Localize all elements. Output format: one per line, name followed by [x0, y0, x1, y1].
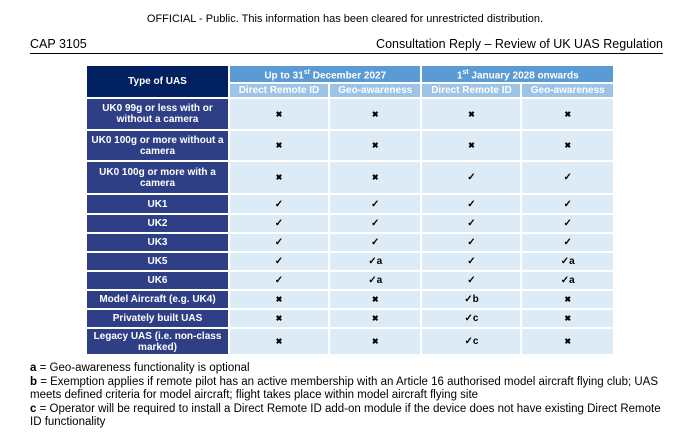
period-header: Up to 31st December 2027	[227, 64, 423, 84]
requirement-cell: ✖	[327, 129, 423, 162]
table-row: UK2 ✓ ✓ ✓ ✓	[85, 213, 615, 234]
subcol-header: Direct Remote ID	[228, 82, 330, 99]
uas-type: Model Aircraft (e.g. UK4)	[85, 289, 230, 310]
requirement-cell: ✖	[228, 97, 330, 131]
table-row: UK1 ✓ ✓ ✓ ✓	[85, 193, 615, 215]
corner-header: Type of UAS	[85, 64, 230, 99]
table-row: UK6 ✓ ✓a ✓ ✓a	[85, 270, 615, 291]
uas-type: UK0 100g or more without a camera	[85, 129, 230, 162]
requirement-cell: ✓	[520, 193, 615, 215]
footnotes: a = Geo-awareness functionality is optio…	[30, 362, 670, 430]
footnote: c = Operator will be required to install…	[30, 402, 661, 429]
requirement-cell: ✓	[420, 232, 523, 253]
requirement-cell: ✓	[228, 213, 330, 234]
uas-requirements-table: Type of UAS Up to 31st December 2027 1st…	[85, 64, 615, 356]
requirement-cell: ✓c	[420, 308, 523, 329]
requirement-cell: ✖	[228, 289, 330, 310]
requirement-cell: ✓a	[520, 270, 615, 291]
requirement-cell: ✖	[520, 308, 615, 329]
requirement-cell: ✓b	[420, 289, 523, 310]
uas-type: Legacy UAS (i.e. non-class marked)	[85, 327, 230, 356]
uas-type: UK0 100g or more with a camera	[85, 160, 230, 195]
classification-banner: OFFICIAL - Public. This information has …	[146, 13, 544, 25]
table-row: Legacy UAS (i.e. non-class marked) ✖ ✖ ✓c ✖	[85, 327, 615, 356]
table-row: UK0 100g or more without a camera ✖ ✖ ✖ ✖	[85, 129, 615, 162]
requirement-cell: ✖	[520, 289, 615, 310]
requirement-cell: ✓	[327, 213, 423, 234]
requirement-cell: ✓	[327, 193, 423, 215]
requirement-cell: ✓	[228, 193, 330, 215]
table-row: UK0 99g or less with or without a camera…	[85, 97, 615, 131]
requirement-cell: ✖	[327, 327, 423, 356]
requirement-cell: ✖	[327, 289, 423, 310]
requirement-cell: ✖	[228, 327, 330, 356]
period-header: 1st January 2028 onwards	[420, 64, 615, 84]
requirement-cell: ✓	[228, 251, 330, 272]
uas-type: UK2	[85, 213, 230, 234]
uas-type: UK5	[85, 251, 230, 272]
subcol-header: Direct Remote ID	[420, 82, 523, 99]
requirement-cell: ✖	[327, 97, 423, 131]
table-row: Privately built UAS ✖ ✖ ✓c ✖	[85, 308, 615, 329]
requirement-cell: ✓	[228, 270, 330, 291]
requirement-cell: ✖	[327, 308, 423, 329]
requirement-cell: ✓a	[520, 251, 615, 272]
requirement-cell: ✓	[327, 232, 423, 253]
subcol-header: Geo-awareness	[520, 82, 615, 99]
requirement-cell: ✖	[228, 129, 330, 162]
requirement-cell: ✖	[228, 160, 330, 195]
page-header: CAP 3105 Consultation Reply – Review of …	[30, 37, 663, 54]
table-row: UK3 ✓ ✓ ✓ ✓	[85, 232, 615, 253]
uas-type: UK6	[85, 270, 230, 291]
document-title: Consultation Reply – Review of UK UAS Re…	[376, 37, 663, 51]
uas-type: UK3	[85, 232, 230, 253]
requirement-cell: ✖	[327, 160, 423, 195]
requirement-cell: ✓a	[327, 251, 423, 272]
requirement-cell: ✓c	[420, 327, 523, 356]
requirement-cell: ✓	[520, 232, 615, 253]
uas-type: UK0 99g or less with or without a camera	[85, 97, 230, 131]
requirement-cell: ✓	[520, 213, 615, 234]
requirement-cell: ✖	[520, 129, 615, 162]
requirement-cell: ✓a	[327, 270, 423, 291]
requirement-cell: ✖	[520, 327, 615, 356]
uas-type: UK1	[85, 193, 230, 215]
requirement-cell: ✖	[420, 97, 523, 131]
requirement-cell: ✖	[520, 97, 615, 131]
requirement-cell: ✓	[420, 270, 523, 291]
requirement-cell: ✓	[420, 160, 523, 195]
requirement-cell: ✓	[520, 160, 615, 195]
requirement-cell: ✖	[228, 308, 330, 329]
requirement-cell: ✖	[420, 129, 523, 162]
document-id: CAP 3105	[30, 37, 87, 51]
table-row: UK5 ✓ ✓a ✓ ✓a	[85, 251, 615, 272]
requirement-cell: ✓	[228, 232, 330, 253]
requirement-cell: ✓	[420, 213, 523, 234]
uas-type: Privately built UAS	[85, 308, 230, 329]
requirement-cell: ✓	[420, 251, 523, 272]
table-row: UK0 100g or more with a camera ✖ ✖ ✓ ✓	[85, 160, 615, 195]
subcol-header: Geo-awareness	[327, 82, 423, 99]
footnote: b = Exemption applies if remote pilot ha…	[30, 375, 659, 402]
requirement-cell: ✓	[420, 193, 523, 215]
table-row: Model Aircraft (e.g. UK4) ✖ ✖ ✓b ✖	[85, 289, 615, 310]
footnote: a = Geo-awareness functionality is optio…	[30, 362, 250, 374]
